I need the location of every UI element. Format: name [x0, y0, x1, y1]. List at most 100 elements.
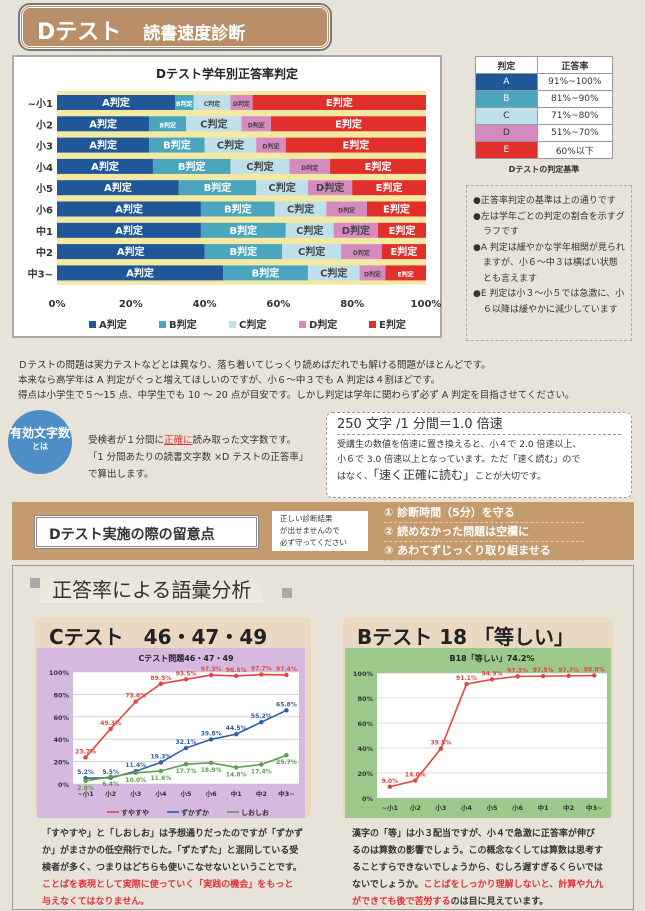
bar-segment — [57, 95, 176, 110]
criteria-row: C 71%~80% — [475, 107, 614, 125]
segment-label: B判定 — [252, 266, 280, 279]
caution-note: 正しい診断結果 が出せませんので 必ず守ってください — [272, 511, 368, 551]
segment-label: C判定 — [287, 203, 314, 216]
c-test-chart-panel: Cテスト問題46・47・49 0% 20% 40% 60% 80% 100% ~小1 小2 小3 小… — [37, 648, 305, 818]
segment-label: A判定 — [104, 181, 132, 194]
data-point — [158, 681, 164, 686]
row-label: 中1 — [36, 225, 53, 238]
data-point — [259, 762, 264, 767]
data-point — [284, 753, 289, 758]
segment-label: D判定 — [338, 207, 355, 215]
paragraph-line: Ｄテストの問題は実力テストなどとは異なり、落ち着いてじっくり読めばだれでも解ける… — [18, 360, 491, 371]
data-point — [284, 672, 289, 678]
legend-swatch — [89, 321, 96, 328]
x-tick-label: 20% — [119, 299, 143, 310]
rule-item: ① 診断時間（5分）を守る — [384, 504, 584, 523]
range-cell: 81%~90% — [536, 90, 614, 108]
data-point — [234, 731, 239, 737]
x-tick-label: 小5 — [485, 803, 498, 812]
text: のは目に見えています。 — [450, 897, 549, 907]
text: 受検者が１分間に — [88, 435, 165, 446]
data-point — [158, 760, 164, 765]
note-line: が出せませんので — [280, 526, 340, 535]
segment-label: D判定 — [364, 270, 381, 278]
segment-label: E判定 — [376, 181, 403, 194]
x-tick-label: ~小1 — [382, 803, 399, 812]
range-cell: 91%~100% — [536, 73, 614, 91]
data-label: 5.5% — [102, 769, 119, 776]
segment-label: C判定 — [296, 224, 323, 237]
caution-band: Dテスト実施の際の留意点 正しい診断結果 が出せませんので 必ず守ってください ① … — [12, 502, 634, 561]
x-tick-label: 100% — [411, 299, 442, 310]
y-tick-label: 100% — [353, 670, 374, 678]
criteria-header: 判定 — [475, 56, 538, 74]
data-label: 73.6% — [125, 693, 146, 700]
data-point — [83, 778, 88, 784]
data-point — [108, 726, 113, 731]
bar-segment — [204, 137, 257, 153]
bar-segment — [352, 180, 426, 196]
speed-emphasis: 「速く正確に読む」 — [373, 468, 476, 482]
row-label: 中2 — [36, 246, 53, 259]
segment-label: A判定 — [91, 160, 119, 173]
text-line: 漢字の「等」は小３配当ですが、小４で急激に正答率が伸び — [352, 829, 595, 839]
bar-segment — [200, 222, 286, 238]
segment-label: E判定 — [342, 139, 369, 152]
bar-segment — [307, 180, 353, 196]
bar-segment — [193, 95, 231, 110]
note-item: ●正答率判定の基準は上の通りです — [473, 196, 616, 206]
data-label: 32.1% — [176, 739, 197, 746]
segment-label: C判定 — [246, 160, 273, 173]
segment-label: A判定 — [115, 203, 143, 216]
data-label: 6.4% — [102, 781, 119, 788]
bar-segment — [326, 201, 367, 217]
text-line-red: 与えなくてはなりません。 — [42, 897, 150, 907]
data-point — [208, 737, 214, 742]
segment-label: E判定 — [383, 203, 410, 216]
data-label: 44.5% — [226, 725, 247, 732]
bar-segment — [57, 244, 205, 260]
legend-label: E判定 — [379, 318, 406, 331]
data-label: 14.8% — [226, 771, 247, 778]
range-cell: 60%以下 — [536, 141, 614, 159]
segment-label: B判定 — [230, 224, 258, 237]
note-item: ●A 判定は緩やかな学年相関が見られますが、小６～中３は横ばい状態とも言えます — [473, 242, 625, 284]
data-label: 39.8% — [201, 730, 222, 737]
c-test-line-chart: Cテスト問題46・47・49 0% 20% 40% 60% 80% 100% ~小1 小2 小3 小… — [49, 653, 299, 817]
caution-title: Dテスト実施の際の留意点 — [34, 515, 259, 549]
c-test-commentary: 「すやすや」と「しおしお」は予想通りだったのですが「ずかず か」がまさかの低空飛行… — [42, 826, 312, 911]
x-tick-label: 中1 — [538, 803, 550, 812]
row-label: 小2 — [35, 118, 53, 131]
bar-segment — [57, 180, 179, 196]
bar-segment — [223, 265, 308, 281]
bar-segment — [252, 95, 426, 110]
formula-text: 「1 分間あたりの読書文字数 ×D テストの正答率」 — [88, 452, 309, 463]
data-label: 97.7% — [558, 667, 579, 674]
text-line-red: ことばを表現として実際に使っていく「実践の機会」をもっと — [42, 880, 294, 890]
section-title: 正答率による語彙分析 — [40, 574, 264, 603]
row-label: 小5 — [35, 182, 53, 195]
row-label: 小6 — [35, 204, 53, 217]
x-tick-label: 40% — [193, 299, 217, 310]
data-label: 89.5% — [150, 675, 171, 682]
explanation-paragraph: Ｄテストの問題は実力テストなどとは異なり、落ち着いてじっくり読めばだれでも解ける… — [18, 358, 638, 403]
y-tick-label: 20% — [53, 759, 69, 767]
data-point — [464, 681, 469, 687]
data-label: 65.8% — [276, 701, 297, 708]
data-point — [183, 761, 189, 767]
segment-label: A判定 — [126, 266, 154, 279]
legend-swatch — [159, 321, 166, 328]
legend-swatch — [229, 321, 236, 328]
segment-label: B判定 — [224, 203, 252, 216]
text-line: るのは算数の影響でしょう。この概念なくしては算数は思考す — [352, 846, 604, 856]
row-label: 小4 — [35, 161, 53, 174]
data-point — [515, 674, 520, 679]
data-label: 14.0% — [405, 772, 426, 779]
x-tick-label: 中2 — [563, 803, 574, 812]
segment-label: B判定 — [159, 121, 176, 129]
b-test-line-chart: B18「等しい」74.2% 0% 20% 40% 60% 80% 100% ~小1 小2 小3 小4… — [353, 653, 607, 812]
bar-segment — [57, 116, 150, 132]
bar-segment — [330, 158, 426, 174]
paragraph-line: 本来なら高学年は A 判定がぐっと増えてほしいのですが、小６～中３でも A 判定… — [18, 375, 441, 386]
